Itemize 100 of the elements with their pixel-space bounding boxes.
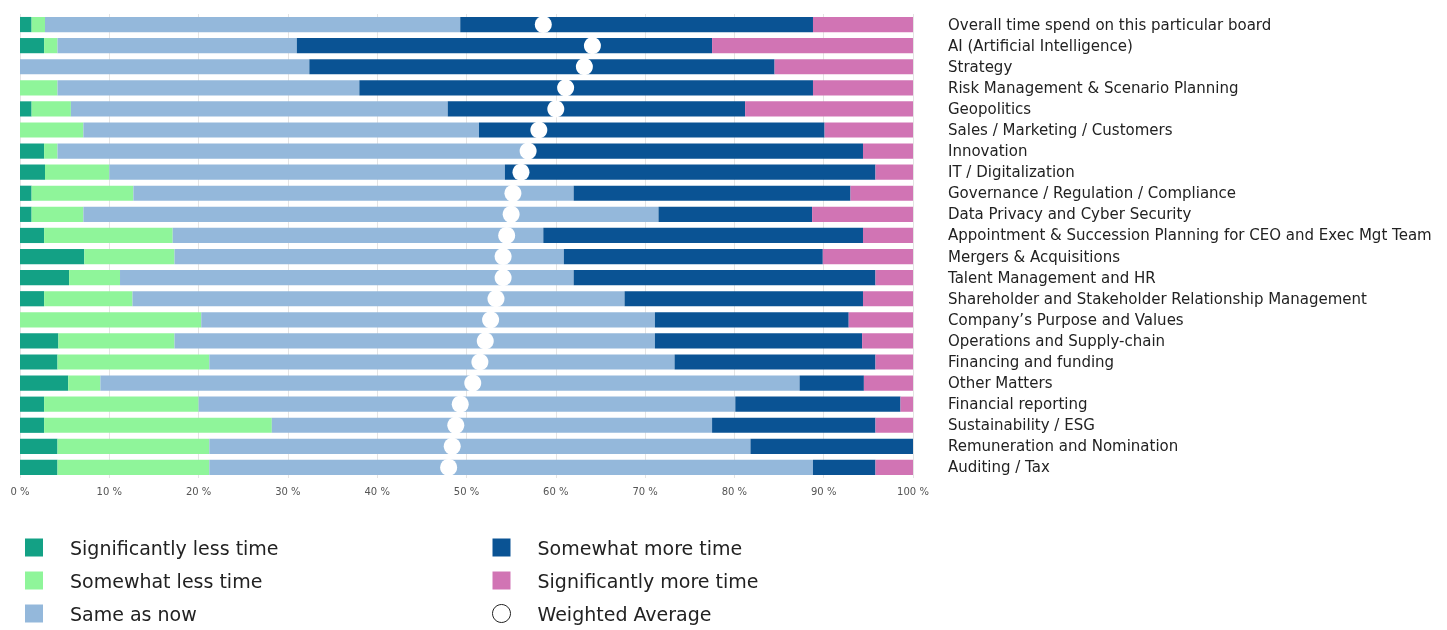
bar bbox=[624, 291, 863, 307]
bar bbox=[209, 354, 675, 370]
bar bbox=[20, 459, 58, 476]
bar bbox=[31, 16, 45, 33]
bar bbox=[70, 101, 448, 117]
bar bbox=[447, 101, 746, 117]
bar bbox=[750, 438, 913, 454]
bar bbox=[198, 396, 736, 412]
point bbox=[487, 290, 505, 308]
bar bbox=[712, 417, 876, 433]
bar bbox=[504, 164, 876, 180]
bar bbox=[309, 59, 775, 75]
bar bbox=[201, 312, 655, 328]
bar bbox=[20, 354, 58, 370]
bar bbox=[812, 206, 913, 222]
bar bbox=[44, 417, 272, 433]
bar bbox=[900, 396, 913, 412]
bar bbox=[58, 333, 175, 349]
bar bbox=[875, 270, 913, 286]
bar bbox=[862, 291, 913, 307]
bar bbox=[44, 143, 58, 159]
bar bbox=[172, 227, 544, 244]
y-tick-label: Auditing / Tax bbox=[948, 458, 1050, 477]
y-tick-label: Geopolitics bbox=[948, 99, 1032, 118]
legend-label: Weighted Average bbox=[537, 602, 712, 625]
legend-label: Somewhat less time bbox=[70, 569, 263, 592]
x-tick-label: 100 % bbox=[897, 485, 929, 497]
bar bbox=[862, 333, 913, 349]
bar bbox=[479, 122, 825, 138]
point bbox=[494, 269, 512, 287]
bar bbox=[133, 185, 574, 201]
y-tick-label: Mergers & Acquisitions bbox=[948, 247, 1121, 266]
bar bbox=[44, 38, 58, 54]
bar bbox=[774, 59, 913, 75]
point bbox=[482, 311, 500, 329]
bar bbox=[359, 80, 813, 96]
bar bbox=[654, 312, 849, 328]
point bbox=[519, 142, 537, 160]
point bbox=[512, 163, 530, 181]
y-tick-label: Other Matters bbox=[948, 374, 1053, 393]
legend-label: Same as now bbox=[70, 602, 197, 625]
point bbox=[534, 16, 552, 34]
bar bbox=[20, 291, 45, 307]
bar bbox=[57, 459, 210, 476]
legend-label: Significantly less time bbox=[70, 536, 279, 559]
bar bbox=[271, 417, 713, 433]
bar bbox=[460, 16, 813, 33]
bar bbox=[83, 122, 479, 138]
y-tick-label: Governance / Regulation / Compliance bbox=[948, 184, 1237, 203]
point bbox=[557, 79, 575, 97]
bar bbox=[20, 185, 32, 201]
bar bbox=[57, 38, 297, 54]
bar bbox=[543, 227, 863, 244]
point bbox=[476, 332, 494, 350]
x-tick-label: 30 % bbox=[275, 485, 301, 497]
bar bbox=[735, 396, 901, 412]
point bbox=[447, 416, 465, 434]
bar bbox=[100, 375, 800, 391]
bar bbox=[132, 291, 625, 307]
bar bbox=[20, 270, 70, 286]
x-tick-label: 20 % bbox=[185, 485, 212, 497]
bar bbox=[712, 38, 913, 54]
x-tick-label: 10 % bbox=[96, 485, 122, 497]
bar bbox=[45, 164, 110, 180]
x-tick-label: 60 % bbox=[543, 485, 569, 497]
x-tick-label: 40 % bbox=[364, 485, 390, 497]
bar bbox=[674, 354, 876, 370]
bar bbox=[209, 438, 751, 454]
y-tick-label: Financial reporting bbox=[948, 395, 1088, 414]
bar bbox=[44, 396, 199, 412]
bar bbox=[31, 206, 84, 222]
y-tick-label: AI (Artificial Intelligence) bbox=[948, 36, 1133, 55]
bar bbox=[824, 122, 913, 138]
x-tick-label: 0 % bbox=[10, 485, 30, 497]
bar bbox=[875, 354, 913, 370]
bar bbox=[20, 59, 310, 75]
bar bbox=[563, 248, 823, 265]
bar bbox=[862, 143, 913, 159]
point bbox=[440, 458, 458, 476]
point bbox=[502, 205, 520, 223]
bar bbox=[31, 101, 71, 117]
point bbox=[471, 353, 489, 371]
bar bbox=[20, 248, 85, 265]
bar bbox=[69, 270, 121, 286]
y-tick-label: Strategy bbox=[948, 57, 1013, 76]
bar bbox=[174, 248, 564, 265]
bar bbox=[109, 164, 505, 180]
bar bbox=[83, 206, 659, 222]
bar bbox=[20, 333, 59, 349]
bar bbox=[20, 417, 45, 433]
y-tick-label: Sustainability / ESG bbox=[948, 416, 1095, 435]
point bbox=[498, 226, 516, 244]
bar bbox=[799, 375, 864, 391]
bar bbox=[84, 248, 175, 265]
point bbox=[575, 58, 593, 76]
bar bbox=[20, 38, 45, 54]
legend-label: Significantly more time bbox=[537, 569, 759, 592]
bar bbox=[20, 143, 45, 159]
bar bbox=[20, 438, 58, 454]
y-tick-label: Shareholder and Stakeholder Relationship Management bbox=[948, 289, 1368, 308]
